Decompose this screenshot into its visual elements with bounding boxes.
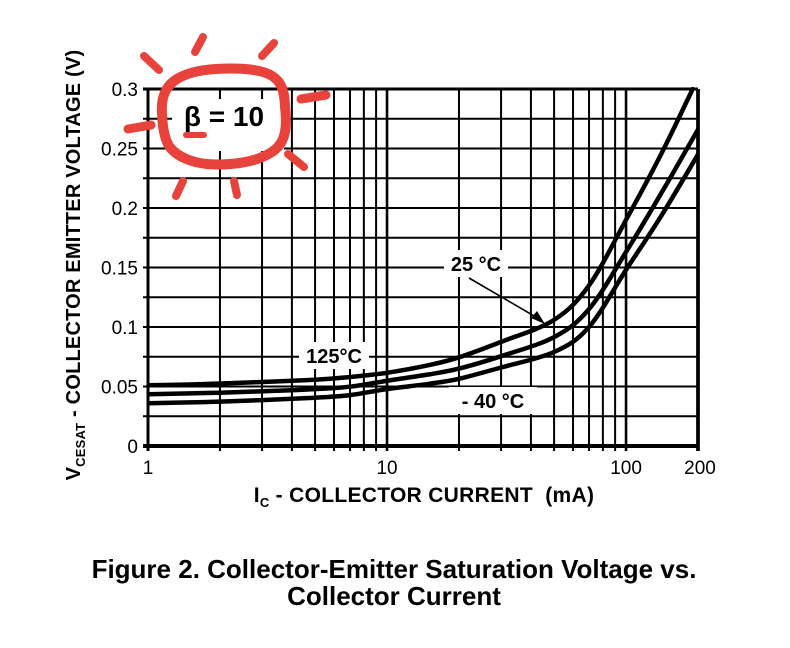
y-axis-subscript: CESAT xyxy=(73,423,88,467)
red-ray-right xyxy=(296,90,331,104)
label-box-25c xyxy=(444,250,508,277)
red-highlight-annotation xyxy=(123,33,331,200)
x-tick-label: 1 xyxy=(143,458,154,479)
y-tick-label: 0.1 xyxy=(112,318,138,339)
figure-caption-line2: Collector Current xyxy=(287,581,501,611)
x-axis-symbol: I xyxy=(254,484,260,507)
red-ray-bottom xyxy=(230,177,241,199)
curve-labels: 125°C 25 °C - 40 °C xyxy=(299,250,545,414)
red-ray-lower-right xyxy=(284,150,308,171)
red-ray-lower-left xyxy=(172,177,187,200)
red-ray-left xyxy=(123,120,156,134)
y-tick-label: 0.15 xyxy=(101,259,138,280)
curve-125c xyxy=(147,87,695,388)
tick-labels: 0 0.05 0.1 0.15 0.2 0.25 0.3 1 10 100 200 xyxy=(101,80,716,479)
red-ray-top xyxy=(191,33,207,56)
curve-40c xyxy=(147,152,699,406)
red-circle-highlight xyxy=(156,63,291,170)
x-tick-label: 10 xyxy=(376,458,397,479)
x-axis-title-rest: - COLLECTOR CURRENT (mA) xyxy=(270,484,595,507)
y-axis-symbol: V xyxy=(63,466,85,480)
curve-label-minus40c: - 40 °C xyxy=(462,391,524,413)
beta-label-box xyxy=(172,99,284,151)
y-tick-label: 0.25 xyxy=(101,140,138,161)
y-tick-label: 0.2 xyxy=(112,199,138,220)
label-arrow-25c xyxy=(468,277,542,321)
y-tick-label: 0.05 xyxy=(101,378,138,399)
x-tick-label: 100 xyxy=(610,458,642,479)
beta-label: β = 10 xyxy=(184,101,264,132)
curve-label-125c: 125°C xyxy=(306,346,362,368)
figure-caption-line1: Figure 2. Collector-Emitter Saturation V… xyxy=(92,554,697,584)
red-ray-upper-left xyxy=(140,52,163,74)
curve-25c xyxy=(147,127,699,397)
curve-label-25c: 25 °C xyxy=(451,254,501,276)
beta-annotation: β = 10 xyxy=(172,99,284,151)
y-tick-label: 0 xyxy=(127,437,138,458)
x-tick-label: 200 xyxy=(684,458,716,479)
y-axis-title: VCESAT - COLLECTOR EMITTER VOLTAGE (V) xyxy=(63,50,88,481)
label-arrowhead-25c xyxy=(531,311,545,324)
curves xyxy=(147,87,699,406)
label-box-minus40c xyxy=(449,387,537,414)
label-box-125c xyxy=(299,342,369,369)
red-ray-upper-right xyxy=(258,39,278,60)
x-axis-title: IC - COLLECTOR CURRENT (mA) xyxy=(254,484,595,510)
y-axis-title-rest: - COLLECTOR EMITTER VOLTAGE (V) xyxy=(63,50,85,423)
x-axis-subscript: C xyxy=(260,495,270,510)
y-tick-label: 0.3 xyxy=(112,80,138,101)
